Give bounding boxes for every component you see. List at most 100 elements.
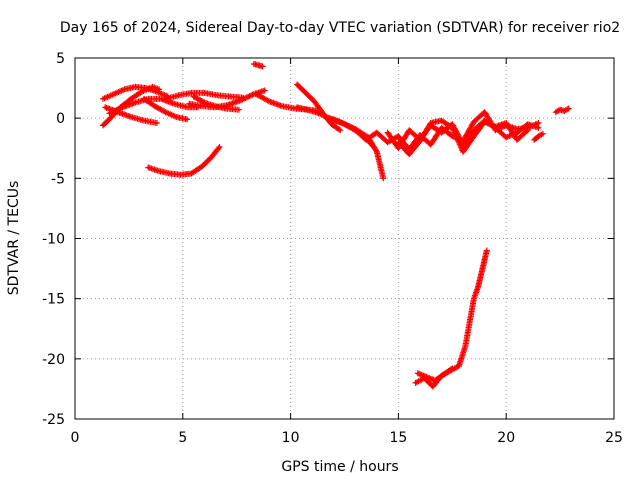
data-point xyxy=(541,132,545,136)
data-point xyxy=(397,147,400,150)
data-point xyxy=(185,118,189,121)
data-point xyxy=(472,135,476,138)
data-point xyxy=(526,129,529,132)
data-point xyxy=(224,107,228,110)
data-point xyxy=(164,110,167,114)
data-point xyxy=(483,120,486,123)
data-point xyxy=(494,125,497,128)
data-point xyxy=(567,107,570,110)
data-point xyxy=(429,143,432,146)
data-point xyxy=(515,138,519,142)
data-point xyxy=(386,141,389,144)
data-point xyxy=(160,97,163,101)
data-point xyxy=(164,97,167,101)
data-point xyxy=(375,131,379,134)
data-point xyxy=(140,90,144,93)
data-point xyxy=(425,375,428,379)
data-point xyxy=(343,122,346,126)
y-tick-label: -20 xyxy=(42,352,65,368)
data-point xyxy=(267,100,271,103)
data-point xyxy=(216,94,219,97)
data-point xyxy=(328,116,331,120)
data-point xyxy=(461,150,465,154)
data-point xyxy=(295,83,299,86)
data-point xyxy=(155,121,159,125)
data-point xyxy=(142,97,146,101)
data-point xyxy=(261,65,264,68)
data-point xyxy=(172,102,176,105)
data-point xyxy=(257,64,260,67)
data-point xyxy=(213,104,217,108)
y-tick-label: -15 xyxy=(42,292,65,308)
data-point xyxy=(129,97,133,101)
ticks xyxy=(74,57,615,420)
data-point xyxy=(451,367,454,370)
x-tick-label: 20 xyxy=(497,430,515,446)
y-axis-label: SDTVAR / TECUs xyxy=(6,181,22,296)
data-point xyxy=(354,129,357,132)
data-point xyxy=(440,131,443,134)
series-track-f xyxy=(145,144,223,178)
data-point xyxy=(472,129,476,132)
grid xyxy=(75,58,614,419)
data-point xyxy=(157,169,161,173)
data-point xyxy=(317,112,320,115)
data-point xyxy=(397,135,400,138)
x-axis-label: GPS time / hours xyxy=(281,459,398,475)
data-point xyxy=(338,129,342,132)
data-point xyxy=(209,156,213,160)
data-point xyxy=(201,104,204,108)
data-point xyxy=(304,91,307,95)
data-point xyxy=(192,95,195,98)
data-point xyxy=(537,135,540,138)
data-point xyxy=(280,104,284,108)
data-point xyxy=(451,122,454,126)
data-point xyxy=(515,127,519,131)
data-point xyxy=(431,385,435,388)
series-track-c xyxy=(102,104,160,126)
data-point xyxy=(537,126,540,129)
data-point xyxy=(177,94,180,97)
data-point xyxy=(418,139,422,143)
data-point xyxy=(306,108,310,111)
data-point xyxy=(201,165,204,168)
data-point xyxy=(407,148,411,151)
y-tick-label: 0 xyxy=(56,111,65,127)
data-point xyxy=(429,121,432,125)
data-point xyxy=(332,118,335,121)
x-tick-label: 10 xyxy=(282,430,300,446)
data-point xyxy=(414,381,417,385)
data-point xyxy=(375,150,379,154)
data-point xyxy=(203,91,206,95)
data-point xyxy=(190,91,193,95)
data-point xyxy=(407,129,411,132)
y-tick-label: 5 xyxy=(56,51,65,67)
series-track-t xyxy=(552,105,572,116)
y-tick-label: -10 xyxy=(42,232,65,248)
data-point xyxy=(254,92,258,96)
data-point xyxy=(188,102,191,105)
data-point xyxy=(464,345,467,348)
data-point xyxy=(112,92,116,96)
data-point xyxy=(558,108,562,111)
data-point xyxy=(157,88,161,91)
data-point xyxy=(526,122,529,126)
data-point xyxy=(382,177,385,180)
data-point xyxy=(442,373,445,376)
data-point xyxy=(485,249,488,252)
series-track-e xyxy=(141,95,191,123)
x-tick-label: 15 xyxy=(389,430,407,446)
series-track-s xyxy=(531,130,546,143)
data-point xyxy=(134,101,137,104)
data-point xyxy=(407,153,411,156)
data-point xyxy=(515,131,519,134)
data-point xyxy=(179,173,182,176)
data-point xyxy=(433,379,437,382)
data-point xyxy=(371,144,374,148)
data-point xyxy=(451,126,454,129)
data-point xyxy=(537,121,540,125)
data-point xyxy=(252,62,256,66)
data-point xyxy=(153,104,156,108)
